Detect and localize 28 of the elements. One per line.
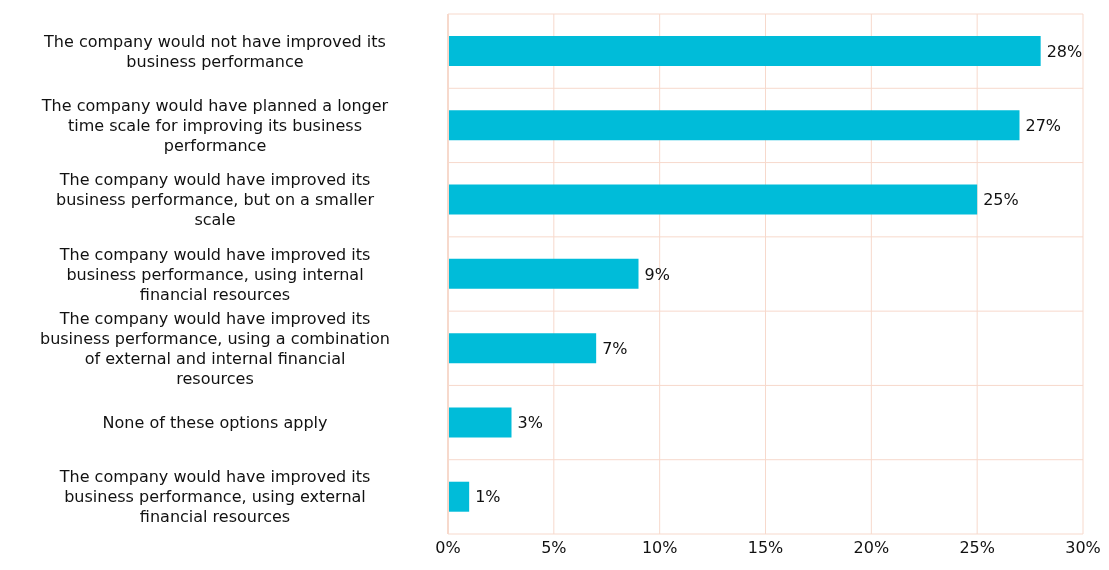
- bar: [448, 110, 1020, 141]
- bar: [448, 333, 597, 364]
- bar: [448, 258, 639, 289]
- y-tick-label: The company would have improved its business performance, using external financial resources: [58, 467, 371, 527]
- y-tick-label: The company would have planned a longer time scale for improving its business performance: [40, 96, 389, 156]
- x-tick-label: 0%: [435, 538, 461, 558]
- data-label: 27%: [1025, 115, 1062, 135]
- data-label: 1%: [475, 487, 501, 507]
- y-tick-label: None of these options apply: [102, 413, 328, 433]
- data-label: 7%: [602, 338, 628, 358]
- x-tick-label: 25%: [959, 538, 995, 558]
- bar: [448, 184, 978, 215]
- x-tick-label: 15%: [747, 538, 784, 558]
- y-tick-label: The company would have improved its business performance, but on a smaller scale: [55, 170, 375, 230]
- bar: [448, 407, 512, 438]
- data-label: 3%: [517, 413, 543, 433]
- y-tick-label: The company would have improved its business performance, using internal financial resources: [58, 244, 371, 304]
- bar: [448, 481, 470, 512]
- data-label: 28%: [1046, 41, 1083, 61]
- data-label: 25%: [983, 190, 1019, 210]
- x-tick-label: 30%: [1065, 538, 1101, 558]
- y-tick-label: The company would have improved its business performance, using a combination of external and internal financial resources: [39, 308, 391, 388]
- x-tick-label: 10%: [641, 538, 678, 558]
- x-tick-label: 20%: [853, 538, 890, 558]
- data-label: 9%: [644, 264, 670, 284]
- y-tick-label: The company would not have improved its business performance: [43, 31, 386, 71]
- bar: [448, 36, 1041, 66]
- x-tick-label: 5%: [541, 538, 567, 558]
